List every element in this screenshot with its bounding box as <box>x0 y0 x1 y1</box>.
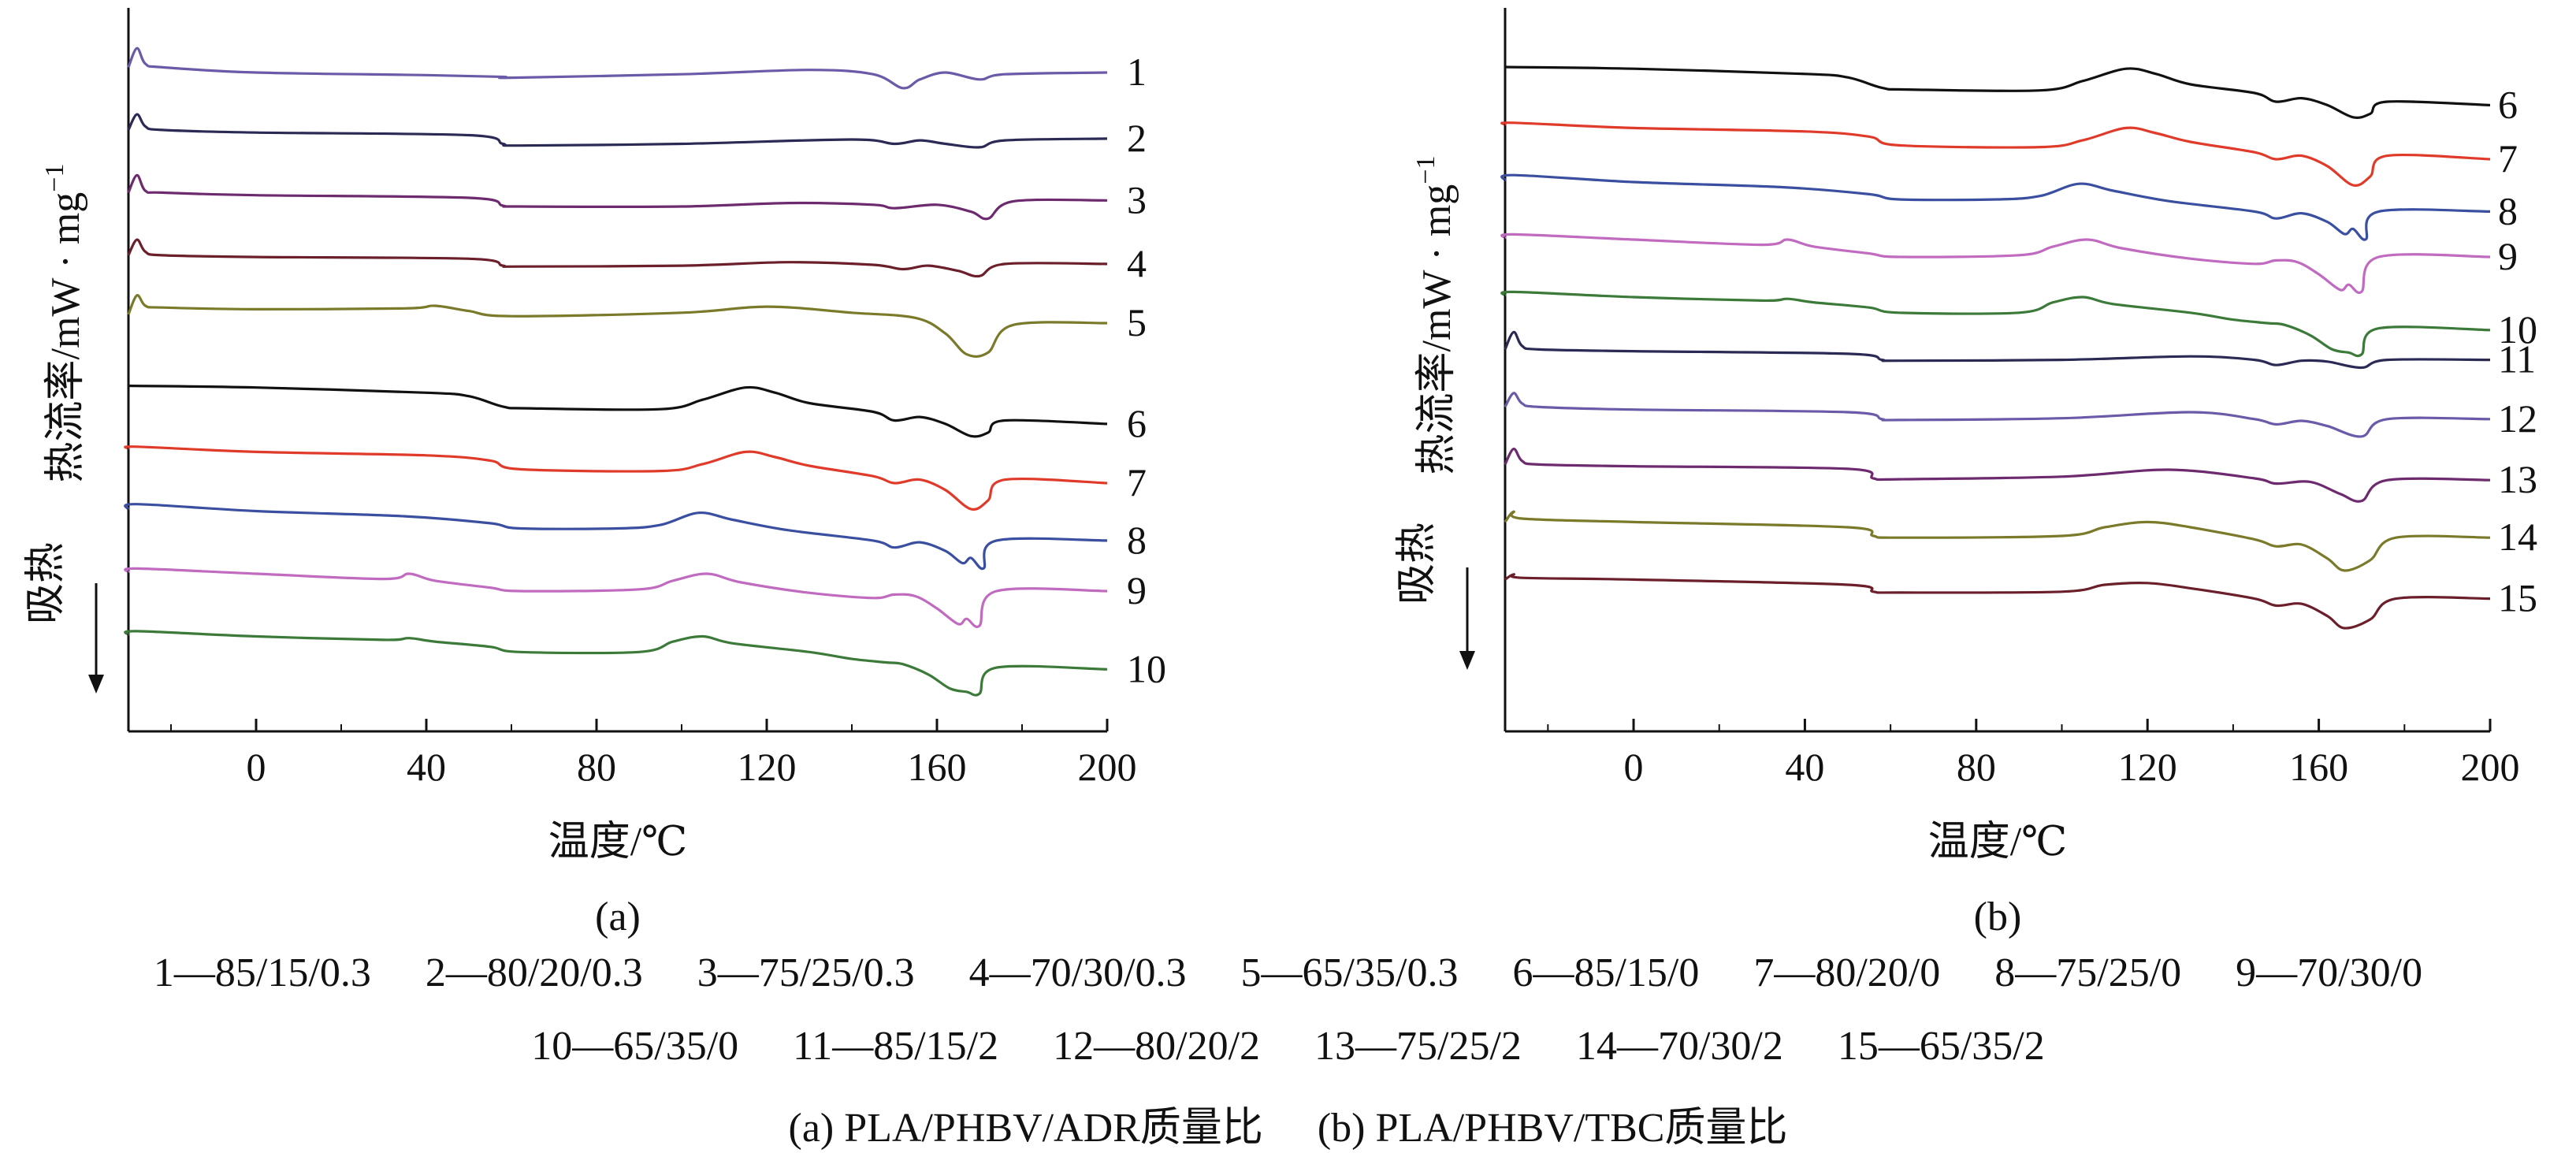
series-label-10: 10 <box>1127 646 1166 690</box>
endothermic-arrowhead <box>1459 651 1475 670</box>
series-label-3: 3 <box>1127 177 1147 221</box>
x-tick-label: 0 <box>1624 745 1644 789</box>
x-axis-label: 温度/℃ <box>1928 820 2068 865</box>
x-tick-label: 160 <box>908 745 967 789</box>
endothermic-label: 吸热 <box>1395 523 1440 604</box>
series-line-6 <box>1504 65 2491 119</box>
series-label-6: 6 <box>1127 401 1147 445</box>
panel-b-chart: 0 40 80 120 160 200 温度/℃ (b) 热流率/mW · mg−1 吸热 6 7 89… <box>1395 8 2537 939</box>
legend-entry: 9—70/30/0 <box>2236 950 2423 995</box>
series-line-8 <box>124 503 1108 571</box>
x-tick-label: 80 <box>1957 745 1996 789</box>
x-tick-label: 200 <box>2461 745 2520 789</box>
x-tick-label: 120 <box>2118 745 2177 789</box>
x-tick-label: 40 <box>1785 745 1824 789</box>
series-line-10 <box>124 630 1108 697</box>
legend-entry: 12—80/20/2 <box>1053 1024 1261 1069</box>
endothermic-label: 吸热 <box>24 542 69 624</box>
caption-a: (a) PLA/PHBV/ADR质量比 <box>788 1106 1263 1151</box>
series-line-13 <box>1504 448 2491 503</box>
series-label-5: 5 <box>1127 300 1147 344</box>
legend-entry: 11—85/15/2 <box>793 1024 999 1069</box>
legend-entry: 14—70/30/2 <box>1575 1024 1783 1069</box>
series-label-15: 15 <box>2498 576 2537 620</box>
x-tick-label: 80 <box>577 745 616 789</box>
series-line-3 <box>127 173 1108 221</box>
legend-entry: 6—85/15/0 <box>1512 950 1700 995</box>
panel-label: (b) <box>1974 895 2022 939</box>
legend-entry: 13—75/25/2 <box>1314 1024 1522 1069</box>
series-label-2: 2 <box>1127 116 1147 160</box>
legend-entry: 2—80/20/0.3 <box>425 950 643 995</box>
series-line-9 <box>1500 232 2491 294</box>
caption-b: (b) PLA/PHBV/TBC质量比 <box>1317 1106 1788 1151</box>
series-line-11 <box>1504 330 2491 370</box>
series-label-4: 4 <box>1127 241 1147 285</box>
legend-line-1: 1—85/15/0.3 2—80/20/0.3 3—75/25/0.3 4—70… <box>0 950 2576 996</box>
series-line-2 <box>127 113 1108 149</box>
series-label-9: 9 <box>1127 568 1147 612</box>
series-line-10 <box>1500 290 2491 358</box>
legend-entry: 4—70/30/0.3 <box>968 950 1187 995</box>
series-label-12: 12 <box>2498 396 2537 441</box>
series-line-12 <box>1504 392 2491 438</box>
legend-entry: 3—75/25/0.3 <box>697 950 915 995</box>
legend-entry: 1—85/15/0.3 <box>153 950 371 995</box>
x-tick-label: 160 <box>2289 745 2348 789</box>
series-label-11: 11 <box>2498 337 2536 381</box>
panel-label: (a) <box>595 895 641 939</box>
series-line-6 <box>128 384 1108 438</box>
series-line-15 <box>1504 573 2491 630</box>
y-axis-label: 热流率/mW · mg−1 <box>1411 156 1459 475</box>
endothermic-arrowhead <box>88 675 104 694</box>
series-line-7 <box>1500 121 2491 188</box>
series-label-10: 10 <box>2498 307 2537 351</box>
series-label-7: 7 <box>1127 460 1147 504</box>
series-label-14: 14 <box>2498 515 2537 559</box>
series-label-6: 6 <box>2498 82 2518 126</box>
series-line-4 <box>127 238 1108 278</box>
legend-entry: 15—65/35/2 <box>1837 1024 2045 1069</box>
series-label-8: 8 <box>1127 518 1147 562</box>
legend-entry: 7—80/20/0 <box>1753 950 1941 995</box>
legend-entry: 5—65/35/0.3 <box>1240 950 1459 995</box>
x-tick-label: 40 <box>407 745 446 789</box>
series-line-14 <box>1504 510 2491 572</box>
series-label-7: 7 <box>2498 136 2518 180</box>
series-line-1 <box>127 46 1108 90</box>
legend-line-2: 10—65/35/0 11—85/15/2 12—80/20/2 13—75/2… <box>0 1023 2576 1069</box>
legend-entry: 8—75/25/0 <box>1994 950 2182 995</box>
series-line-5 <box>127 294 1108 358</box>
panel-a-chart: 0 40 80 120 160 200 温度/℃ (a) 热流率/mW · mg−1 吸热 1 2 3 4… <box>24 8 1166 939</box>
x-tick-label: 120 <box>738 745 797 789</box>
series-label-9: 9 <box>2498 234 2518 278</box>
legend-line-3: (a) PLA/PHBV/ADR质量比 (b) PLA/PHBV/TBC质量比 <box>0 1094 2576 1153</box>
series-line-9 <box>124 567 1108 628</box>
series-label-1: 1 <box>1127 50 1147 94</box>
series-label-8: 8 <box>2498 188 2518 232</box>
legend-entry: 10—65/35/0 <box>531 1024 739 1069</box>
series-line-7 <box>124 445 1108 511</box>
x-tick-label: 200 <box>1078 745 1137 789</box>
x-tick-label: 0 <box>247 745 266 789</box>
series-line-8 <box>1500 173 2491 241</box>
x-axis-label: 温度/℃ <box>548 820 688 865</box>
series-label-13: 13 <box>2498 457 2537 501</box>
y-axis-label: 热流率/mW · mg−1 <box>40 164 88 483</box>
